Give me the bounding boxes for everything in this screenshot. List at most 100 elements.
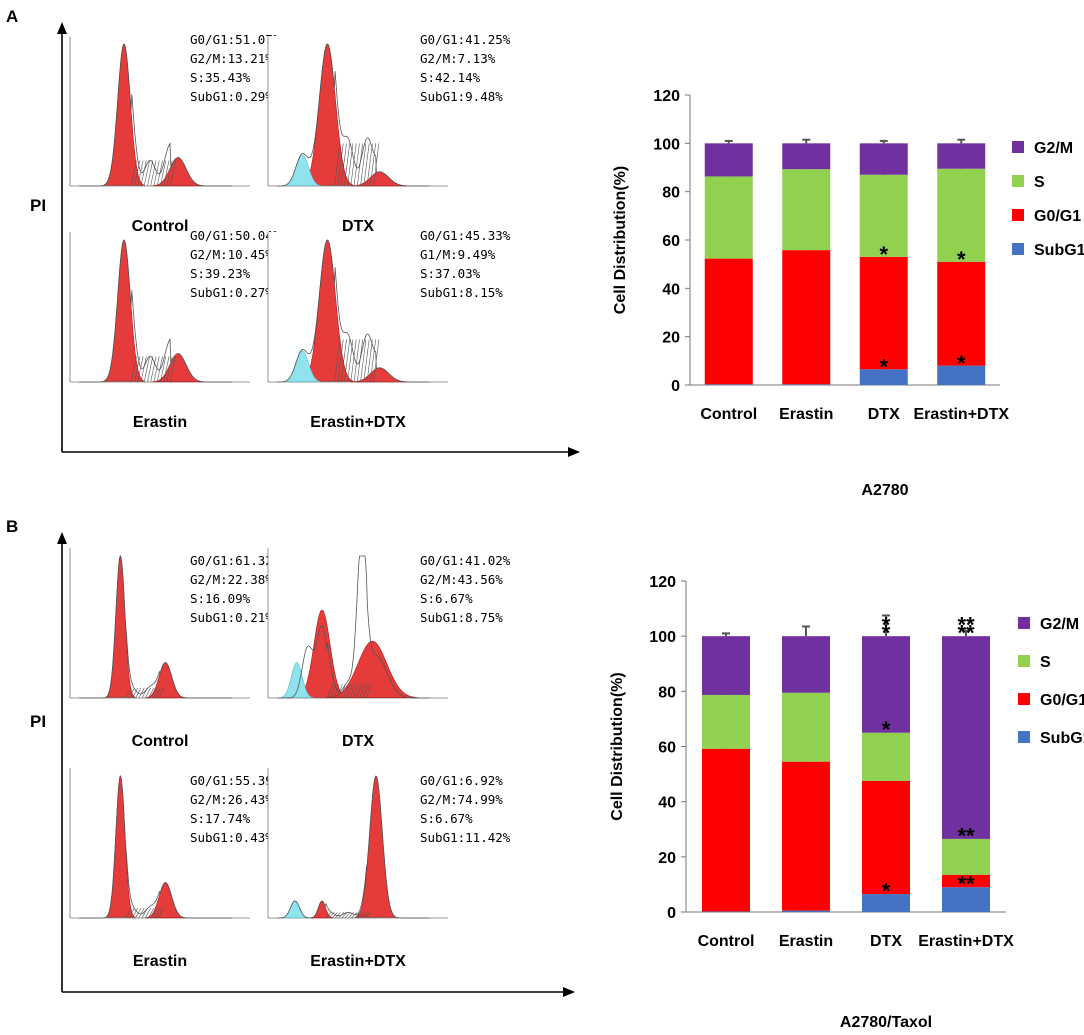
histogram-stat-line: S:42.14% bbox=[420, 70, 481, 85]
histogram-stat-line: S:35.43% bbox=[190, 70, 251, 85]
s-phase-hatch-line bbox=[154, 687, 161, 699]
s-phase-hatch-line bbox=[353, 339, 360, 383]
legend-swatch-g0g1 bbox=[1018, 693, 1030, 705]
significance-marker: ** bbox=[957, 823, 975, 848]
legend-label: G2/M bbox=[1040, 616, 1079, 633]
s-phase-hatch-line bbox=[344, 339, 351, 383]
bar-segment-subg1 bbox=[704, 384, 753, 385]
s-phase-hatch-line bbox=[350, 143, 357, 187]
s-phase-hatch-line bbox=[334, 143, 341, 187]
bar-segment-subg1 bbox=[942, 887, 990, 912]
bar-y-tick-label: 40 bbox=[662, 281, 680, 298]
bar-segment-g0g1 bbox=[782, 250, 831, 385]
s-phase-hatch-line bbox=[348, 912, 354, 919]
s-phase-hatch-line bbox=[132, 687, 138, 699]
histogram-stat-line: G1/M:9.49% bbox=[420, 247, 496, 262]
histogram-frame bbox=[70, 36, 250, 186]
s-phase-hatch-line bbox=[138, 907, 145, 919]
bar-y-tick-label: 60 bbox=[662, 233, 680, 250]
significance-marker: * bbox=[882, 612, 891, 637]
s-phase-hatch-line bbox=[125, 687, 132, 699]
histogram-outline bbox=[79, 774, 232, 919]
s-phase-hatch-line bbox=[166, 160, 173, 187]
s-phase-hatch-line bbox=[163, 356, 170, 383]
s-phase-hatch-line bbox=[340, 339, 347, 383]
histogram-stat-line: G0/G1:41.02% bbox=[420, 553, 511, 568]
s-phase-hatch-line bbox=[153, 160, 160, 187]
histogram-stat-line: G2/M:43.56% bbox=[420, 572, 503, 587]
significance-marker: * bbox=[879, 242, 888, 267]
s-phase-hatch-line bbox=[125, 907, 132, 919]
histogram-stat-line: G2/M:13.21% bbox=[190, 51, 273, 66]
bar-segment-g2m bbox=[782, 143, 831, 170]
bar-y-tick-label: 120 bbox=[649, 574, 676, 591]
s-phase-hatch-line bbox=[331, 912, 338, 919]
bar-chart-a2780: 0 20 40 60 80 100 120 Cell Distribution(%) Contr… bbox=[612, 88, 1084, 499]
s-phase-hatch-line bbox=[169, 356, 176, 383]
s-phase-hatch-line bbox=[364, 912, 371, 919]
s-phase-hatch-line bbox=[166, 356, 173, 383]
histogram-condition-label: Erastin bbox=[133, 414, 187, 431]
s-phase-hatch-line bbox=[148, 907, 155, 919]
legend-swatch-s bbox=[1018, 655, 1030, 667]
s-phase-hatch-line bbox=[153, 356, 160, 383]
significance-marker: * bbox=[879, 354, 888, 379]
bar-segment-subg1 bbox=[937, 365, 986, 385]
histogram-stat-line: SubG1:0.29% bbox=[190, 89, 273, 104]
s-phase-hatch-line bbox=[157, 907, 164, 919]
legend-swatch-subg1 bbox=[1012, 243, 1024, 255]
bar-segment-g2m bbox=[859, 143, 908, 175]
histogram-stat-line: S:6.67% bbox=[420, 811, 473, 826]
legend-label: S bbox=[1034, 174, 1045, 191]
s-phase-hatch-line bbox=[333, 683, 340, 699]
s-phase-hatch-line bbox=[132, 907, 138, 919]
histogram-outline bbox=[277, 775, 430, 919]
bar-segment-g2m bbox=[704, 143, 753, 177]
histogram-stat-line: SubG1:8.15% bbox=[420, 285, 503, 300]
s-phase-hatch-line bbox=[147, 356, 154, 383]
bar-x-tick-label: DTX bbox=[868, 406, 900, 423]
s-phase-hatch-line bbox=[369, 339, 376, 383]
bar-segment-g2m bbox=[942, 636, 990, 839]
s-phase-hatch-line bbox=[169, 160, 176, 187]
bar-segment-subg1 bbox=[859, 369, 908, 385]
bar-segment-subg1 bbox=[782, 384, 831, 385]
s-phase-hatch-line bbox=[157, 687, 164, 699]
s-phase-hatch-line bbox=[163, 160, 170, 187]
bar-segment-g0g1 bbox=[859, 256, 908, 370]
histogram-condition-label: Erastin+DTX bbox=[310, 953, 406, 970]
flow-histograms: Control G0/G1:51.07% G2/M:13.21% S:35.43% Su… bbox=[69, 32, 511, 970]
significance-marker: * bbox=[882, 717, 891, 742]
histogram-stat-line: S:37.03% bbox=[420, 266, 481, 281]
histogram-outline bbox=[79, 239, 232, 383]
s-phase-hatch-line bbox=[151, 907, 158, 919]
bar-segment-s bbox=[782, 169, 831, 251]
significance-marker: * bbox=[957, 247, 966, 272]
s-phase-hatch-line bbox=[130, 160, 137, 187]
histogram-s-phase-hatch bbox=[130, 160, 176, 187]
histogram-outline bbox=[79, 43, 232, 187]
s-phase-hatch-line bbox=[353, 143, 360, 187]
bar-segment-g2m bbox=[782, 636, 830, 693]
s-phase-hatch-line bbox=[360, 143, 367, 187]
bar-segment-g2m bbox=[937, 143, 986, 169]
s-phase-hatch-line bbox=[356, 683, 363, 699]
s-phase-hatch-line bbox=[151, 687, 158, 699]
bar-segment-g0g1 bbox=[942, 874, 990, 888]
histogram-peak-g2m bbox=[326, 640, 419, 698]
histogram-s-phase-hatch bbox=[125, 687, 164, 699]
histogram-stat-line: SubG1:0.43% bbox=[190, 830, 273, 845]
bar-y-axis-label: Cell Distribution(%) bbox=[612, 166, 629, 314]
s-phase-hatch-line bbox=[337, 339, 344, 383]
histogram-stat-line: G2/M:10.45% bbox=[190, 247, 273, 262]
bar-segment-g2m bbox=[862, 636, 910, 733]
legend-swatch-g2m bbox=[1012, 141, 1024, 153]
bar-x-tick-label: Control bbox=[698, 933, 755, 950]
histogram-frame bbox=[70, 232, 250, 382]
legend-swatch-g0g1 bbox=[1012, 209, 1024, 221]
bar-y-tick-label: 20 bbox=[658, 850, 676, 867]
s-phase-hatch-line bbox=[346, 683, 353, 699]
bar-segment-g0g1 bbox=[702, 748, 750, 912]
histogram-stat-line: S:6.67% bbox=[420, 591, 473, 606]
